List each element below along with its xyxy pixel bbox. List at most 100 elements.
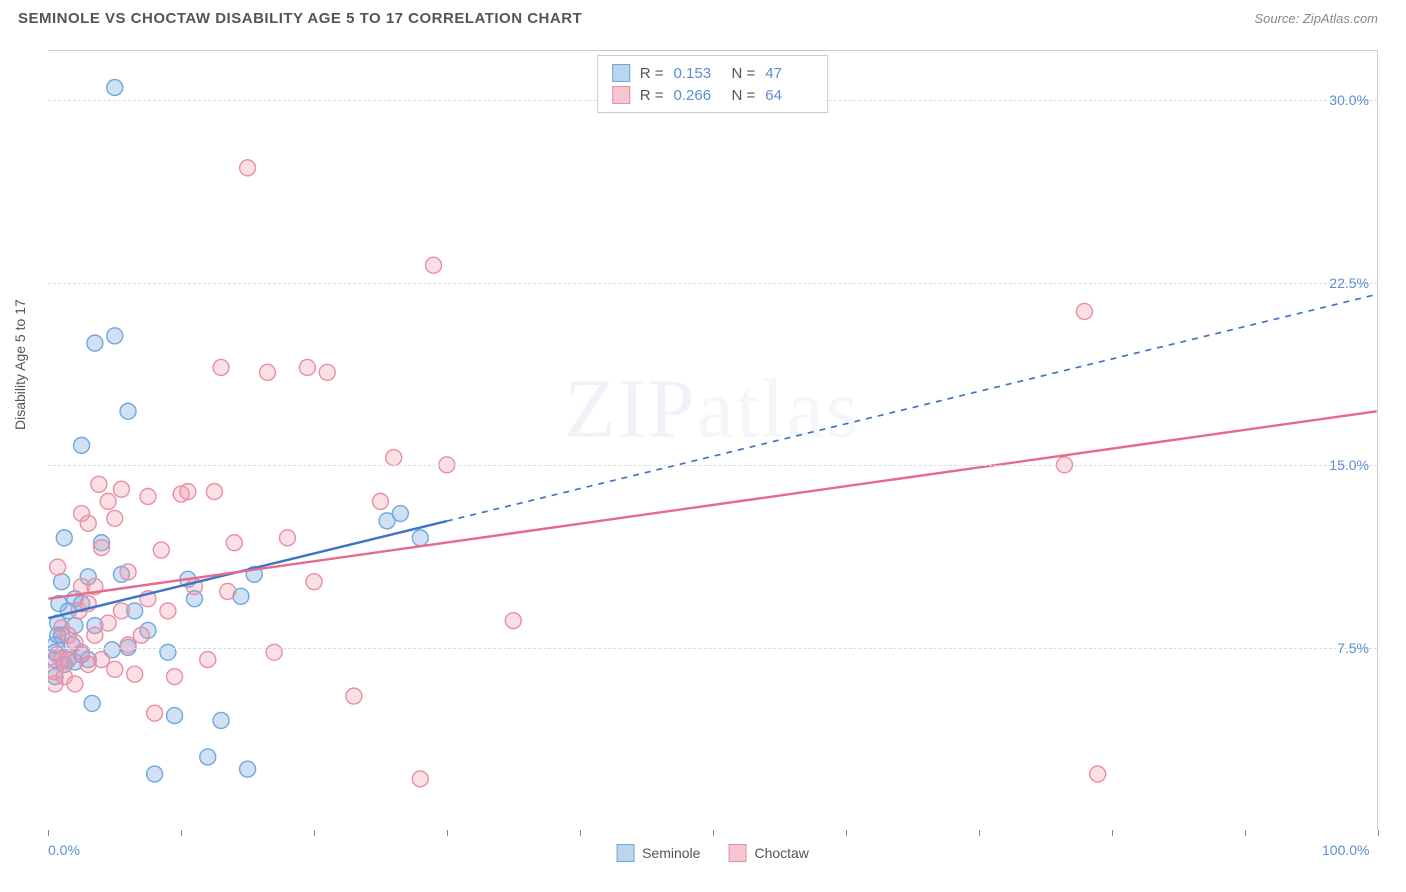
- data-point: [107, 328, 123, 344]
- legend-swatch-choctaw: [612, 86, 630, 104]
- data-point: [91, 476, 107, 492]
- data-point: [84, 695, 100, 711]
- data-point: [100, 493, 116, 509]
- data-point: [240, 160, 256, 176]
- data-point: [160, 603, 176, 619]
- trend-line-dashed: [447, 294, 1377, 521]
- data-point: [200, 749, 216, 765]
- data-point: [113, 481, 129, 497]
- data-point: [80, 515, 96, 531]
- legend-bottom-choctaw: Choctaw: [728, 844, 808, 862]
- data-point: [1076, 303, 1092, 319]
- data-point: [220, 583, 236, 599]
- data-point: [505, 613, 521, 629]
- legend-top-row-seminole: R = 0.153 N = 47: [612, 62, 814, 84]
- data-point: [240, 761, 256, 777]
- x-tick: [314, 830, 315, 836]
- data-point: [87, 627, 103, 643]
- x-tick-label: 0.0%: [48, 842, 80, 858]
- data-point: [107, 661, 123, 677]
- data-point: [120, 403, 136, 419]
- data-point: [372, 493, 388, 509]
- y-tick-label: 22.5%: [1329, 275, 1369, 291]
- x-tick: [1245, 830, 1246, 836]
- x-tick-label: 100.0%: [1322, 842, 1369, 858]
- r-value-choctaw: 0.266: [674, 87, 722, 104]
- data-point: [299, 359, 315, 375]
- x-tick: [447, 830, 448, 836]
- data-point: [319, 364, 335, 380]
- legend-swatch-seminole-bottom: [616, 844, 634, 862]
- data-point: [100, 615, 116, 631]
- x-tick: [713, 830, 714, 836]
- trend-line: [48, 411, 1376, 598]
- data-point: [180, 484, 196, 500]
- legend-swatch-choctaw-bottom: [728, 844, 746, 862]
- data-point: [93, 540, 109, 556]
- y-tick-label: 15.0%: [1329, 457, 1369, 473]
- grid-line: [48, 465, 1377, 466]
- n-label: N =: [732, 65, 756, 82]
- x-tick: [979, 830, 980, 836]
- data-point: [67, 676, 83, 692]
- legend-bottom: Seminole Choctaw: [616, 844, 809, 862]
- data-point: [160, 644, 176, 660]
- data-point: [140, 489, 156, 505]
- r-value-seminole: 0.153: [674, 65, 722, 82]
- data-point: [392, 506, 408, 522]
- data-point: [306, 574, 322, 590]
- y-tick-label: 30.0%: [1329, 92, 1369, 108]
- legend-top: R = 0.153 N = 47 R = 0.266 N = 64: [597, 55, 829, 113]
- chart-title: SEMINOLE VS CHOCTAW DISABILITY AGE 5 TO …: [18, 10, 582, 27]
- data-point: [113, 603, 129, 619]
- x-tick: [580, 830, 581, 836]
- data-point: [200, 652, 216, 668]
- data-point: [147, 766, 163, 782]
- data-point: [167, 708, 183, 724]
- data-point: [260, 364, 276, 380]
- data-point: [412, 771, 428, 787]
- data-point: [87, 335, 103, 351]
- data-point: [213, 712, 229, 728]
- source-label: Source: ZipAtlas.com: [1254, 11, 1378, 26]
- legend-label-choctaw: Choctaw: [754, 845, 808, 861]
- n-label: N =: [732, 87, 756, 104]
- legend-label-seminole: Seminole: [642, 845, 700, 861]
- data-point: [213, 359, 229, 375]
- data-point: [147, 705, 163, 721]
- x-tick: [48, 830, 49, 836]
- data-point: [120, 637, 136, 653]
- chart-area: ZIPatlas R = 0.153 N = 47 R = 0.266 N = …: [48, 50, 1378, 830]
- data-point: [266, 644, 282, 660]
- legend-top-row-choctaw: R = 0.266 N = 64: [612, 84, 814, 106]
- x-tick: [846, 830, 847, 836]
- legend-swatch-seminole: [612, 64, 630, 82]
- data-point: [107, 80, 123, 96]
- n-value-seminole: 47: [765, 65, 813, 82]
- data-point: [50, 559, 66, 575]
- x-tick: [181, 830, 182, 836]
- data-point: [107, 510, 123, 526]
- data-point: [386, 450, 402, 466]
- data-point: [56, 530, 72, 546]
- data-point: [346, 688, 362, 704]
- n-value-choctaw: 64: [765, 87, 813, 104]
- data-point: [1090, 766, 1106, 782]
- scatter-plot: [48, 51, 1377, 830]
- data-point: [412, 530, 428, 546]
- data-point: [54, 574, 70, 590]
- r-label: R =: [640, 65, 664, 82]
- data-point: [93, 652, 109, 668]
- data-point: [153, 542, 169, 558]
- data-point: [167, 669, 183, 685]
- data-point: [226, 535, 242, 551]
- x-tick: [1378, 830, 1379, 836]
- grid-line: [48, 283, 1377, 284]
- data-point: [120, 564, 136, 580]
- y-tick-label: 7.5%: [1337, 640, 1369, 656]
- y-axis-label: Disability Age 5 to 17: [12, 299, 28, 430]
- data-point: [133, 627, 149, 643]
- data-point: [206, 484, 222, 500]
- data-point: [426, 257, 442, 273]
- x-tick: [1112, 830, 1113, 836]
